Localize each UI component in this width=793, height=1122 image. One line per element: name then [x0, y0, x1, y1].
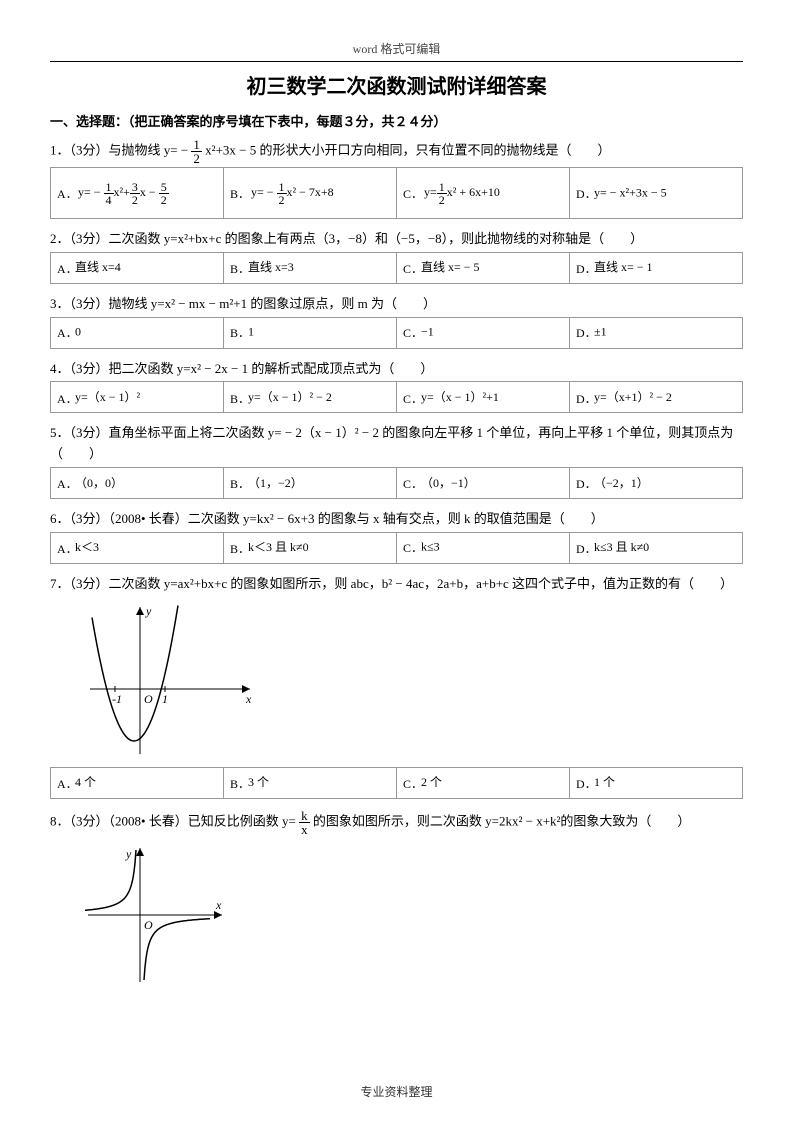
page-footer: 专业资料整理: [0, 1083, 793, 1100]
q8-stem-b: 的图象如图所示，则二次函数 y=2kx² − x+k²的图象大致为（ ）: [313, 813, 691, 828]
q2-options: A．直线 x=4 B．直线 x=3 C．直线 x= − 5 D．直线 x= − …: [50, 252, 743, 284]
q2-opt-C: C．直线 x= − 5: [397, 252, 570, 283]
q2-stem: 2．（3分）二次函数 y=x²+bx+c 的图象上有两点（3，−8）和（−5，−…: [50, 229, 743, 250]
q7-opt-B: B．3 个: [224, 767, 397, 798]
section1-head: 一、选择题：（把正确答案的序号填在下表中，每题３分，共２４分）: [50, 111, 743, 130]
svg-text:-1: -1: [112, 692, 122, 706]
q5-opt-B: B．（1，−2）: [224, 467, 397, 498]
q2-opt-D: D．直线 x= − 1: [570, 252, 743, 283]
q6-stem: 6．（3分）（2008• 长春）二次函数 y=kx² − 6x+3 的图象与 x…: [50, 509, 743, 530]
q3-opt-D: D．±1: [570, 317, 743, 348]
q4-opt-B: B．y=（x − 1）² − 2: [224, 382, 397, 413]
q6-opt-A: A．k＜3: [51, 532, 224, 563]
q7-opt-A: A．4 个: [51, 767, 224, 798]
svg-text:y: y: [145, 604, 152, 618]
svg-text:x: x: [245, 692, 252, 706]
q8-stem-a: 8．（3分）（2008• 长春）已知反比例函数 y=: [50, 813, 296, 828]
q1-stem-b: x²+3x − 5 的形状大小开口方向相同，只有位置不同的抛物线是（ ）: [205, 142, 610, 157]
q7-options: A．4 个 B．3 个 C．2 个 D．1 个: [50, 767, 743, 799]
q7-graph: -1 1Ox y: [80, 599, 743, 763]
q3-opt-B: B．1: [224, 317, 397, 348]
q6-opt-D: D．k≤3 且 k≠0: [570, 532, 743, 563]
q1-opt-D: D．y= − x²+3x − 5: [570, 168, 743, 219]
q1-stem: 1．（3分）与抛物线 y= − 12 x²+3x − 5 的形状大小开口方向相同…: [50, 138, 743, 165]
q4-opt-C: C．y=（x − 1）²+1: [397, 382, 570, 413]
svg-text:x: x: [215, 898, 222, 912]
q8-graph: Ox y: [80, 840, 743, 994]
q3-stem: 3．（3分）抛物线 y=x² − mx − m²+1 的图象过原点，则 m 为（…: [50, 294, 743, 315]
q7-stem: 7．（3分）二次函数 y=ax²+bx+c 的图象如图所示，则 abc，b² −…: [50, 574, 743, 595]
svg-text:O: O: [144, 918, 153, 932]
q8-frac: kx: [299, 809, 310, 836]
q5-opt-C: C．（0，−1）: [397, 467, 570, 498]
q6-opt-C: C．k≤3: [397, 532, 570, 563]
q6-opt-B: B．k＜3 且 k≠0: [224, 532, 397, 563]
page-header-small: word 格式可编辑: [50, 40, 743, 62]
svg-text:1: 1: [162, 692, 168, 706]
q5-opt-D: D．（−2，1）: [570, 467, 743, 498]
q6-options: A．k＜3 B．k＜3 且 k≠0 C．k≤3 D．k≤3 且 k≠0: [50, 532, 743, 564]
q1-options: A． y= − 14x²+32x − 52 B． y= − 12x² − 7x+…: [50, 167, 743, 219]
q1-opt-C: C． y=12x² + 6x+10: [397, 168, 570, 219]
q8-stem: 8．（3分）（2008• 长春）已知反比例函数 y= kx 的图象如图所示，则二…: [50, 809, 743, 836]
q5-opt-A: A．（0，0）: [51, 467, 224, 498]
q7-opt-C: C．2 个: [397, 767, 570, 798]
q4-stem: 4．（3分）把二次函数 y=x² − 2x − 1 的解析式配成顶点式为（ ）: [50, 359, 743, 380]
q2-opt-B: B．直线 x=3: [224, 252, 397, 283]
q3-opt-A: A．0: [51, 317, 224, 348]
q4-opt-D: D．y=（x+1）² − 2: [570, 382, 743, 413]
svg-text:y: y: [125, 847, 132, 861]
q1-opt-A: A． y= − 14x²+32x − 52: [51, 168, 224, 219]
q1-stem-a: 1．（3分）与抛物线 y= −: [50, 142, 191, 157]
q2-opt-A: A．直线 x=4: [51, 252, 224, 283]
q4-opt-A: A．y=（x − 1）²: [51, 382, 224, 413]
q1-frac-half: 12: [191, 138, 202, 165]
q3-options: A．0 B．1 C．−1 D．±1: [50, 317, 743, 349]
q1-opt-B: B． y= − 12x² − 7x+8: [224, 168, 397, 219]
svg-text:O: O: [144, 692, 153, 706]
q5-options: A．（0，0） B．（1，−2） C．（0，−1） D．（−2，1）: [50, 467, 743, 499]
q5-stem: 5．（3分）直角坐标平面上将二次函数 y= − 2（x − 1）² − 2 的图…: [50, 423, 743, 465]
q3-opt-C: C．−1: [397, 317, 570, 348]
q7-opt-D: D．1 个: [570, 767, 743, 798]
page-title: 初三数学二次函数测试附详细答案: [50, 70, 743, 99]
q4-options: A．y=（x − 1）² B．y=（x − 1）² − 2 C．y=（x − 1…: [50, 381, 743, 413]
